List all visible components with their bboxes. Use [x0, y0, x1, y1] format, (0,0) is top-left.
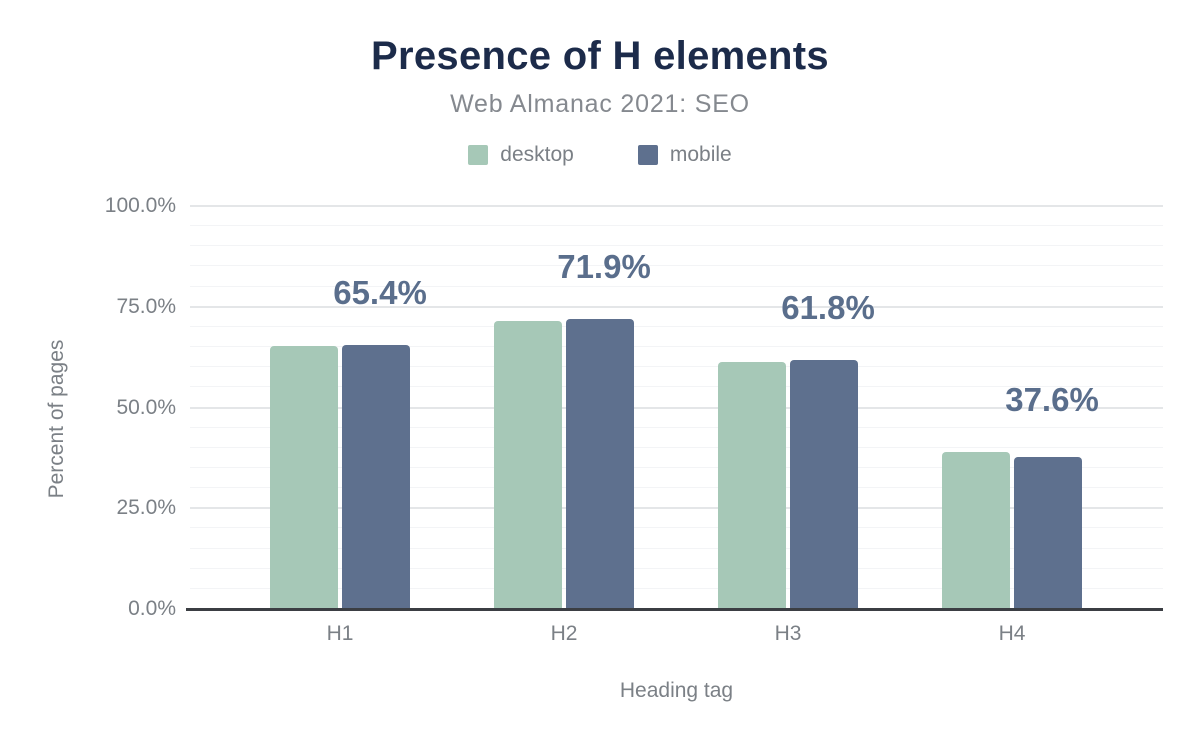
gridline-minor: [190, 567, 1163, 569]
bar-group-h4: 37.6%: [900, 206, 1124, 609]
x-axis-title: Heading tag: [619, 679, 734, 702]
x-tick-label-h2: H2: [550, 622, 578, 645]
gridline-major: [190, 507, 1163, 510]
bar-desktop-h1: [270, 345, 338, 609]
y-tick-label: 100.0%: [104, 194, 176, 217]
gridline-minor: [190, 426, 1163, 428]
legend-swatch-desktop: [468, 145, 489, 165]
gridline-minor: [190, 346, 1163, 348]
bar-desktop-h3: [718, 361, 786, 609]
gridline-minor: [190, 487, 1163, 489]
legend-label-mobile: mobile: [669, 143, 732, 166]
gridline-minor: [190, 285, 1163, 287]
legend-item-desktop: desktop: [468, 144, 574, 166]
y-tick-label: 75.0%: [116, 294, 176, 318]
legend-label-desktop: desktop: [500, 143, 574, 166]
chart-title: Presence of H elements: [371, 34, 829, 78]
value-label-h1: 65.4%: [333, 274, 427, 312]
x-tick-label-h4: H4: [998, 622, 1026, 645]
bar-group-h1: 65.4%: [228, 206, 452, 609]
gridline-major: [190, 305, 1163, 308]
bar-mobile-h1: [342, 345, 410, 609]
y-tick-label: 25.0%: [116, 496, 176, 520]
gridline-major: [190, 205, 1163, 207]
gridline-minor: [190, 225, 1163, 227]
gridline-minor: [190, 446, 1163, 448]
legend-swatch-mobile: [637, 145, 658, 165]
bar-mobile-h3: [790, 359, 858, 609]
value-label-h3: 61.8%: [781, 288, 875, 326]
y-axis-ticks: 0.0% 25.0% 50.0% 75.0% 100.0%: [0, 194, 176, 620]
gridline-minor: [190, 265, 1163, 267]
chart-subtitle: Web Almanac 2021: SEO: [450, 90, 750, 118]
legend-item-mobile: mobile: [637, 143, 732, 166]
gridline-major: [190, 406, 1163, 409]
gridline-minor: [190, 527, 1163, 529]
y-tick-label: 0.0%: [128, 597, 176, 620]
value-label-h2: 71.9%: [557, 248, 651, 286]
x-tick-label-h1: H1: [326, 622, 354, 645]
bar-group-h3: 61.8%: [676, 206, 900, 609]
gridline-minor: [190, 245, 1163, 247]
bar-mobile-h4: [1014, 457, 1082, 609]
gridline-minor: [190, 386, 1163, 388]
bar-groups: 65.4% 71.9% 61.8% 37.6%: [228, 206, 1124, 609]
gridline-minor: [190, 547, 1163, 549]
x-axis-line: [186, 608, 1163, 611]
gridline-minor: [190, 325, 1163, 327]
x-tick-label-h3: H3: [774, 622, 802, 645]
value-label-h4: 37.6%: [1005, 381, 1099, 419]
legend: desktop mobile: [0, 144, 1200, 166]
bar-desktop-h4: [942, 452, 1010, 609]
gridlines: [190, 205, 1163, 609]
gridline-minor: [190, 366, 1163, 368]
y-tick-label: 50.0%: [116, 395, 176, 419]
gridline-minor: [190, 466, 1163, 468]
bar-group-h2: 71.9%: [452, 206, 676, 609]
gridline-minor: [190, 587, 1163, 589]
plot-area: 65.4% 71.9% 61.8% 37.6%: [186, 205, 1163, 611]
x-axis-ticks: H1 H2 H3 H4: [190, 622, 1163, 646]
bar-desktop-h2: [494, 320, 562, 609]
bar-mobile-h2: [566, 319, 634, 609]
